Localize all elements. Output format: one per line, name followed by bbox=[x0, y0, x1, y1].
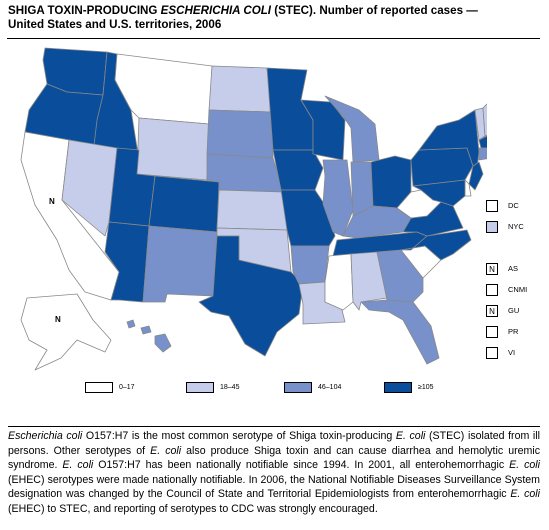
caption-s9: E. coli bbox=[509, 459, 540, 472]
territory-label-pr: PR bbox=[508, 327, 519, 336]
caption-s6: also produce Shiga toxin and can cause d… bbox=[8, 444, 540, 472]
state-NM bbox=[142, 225, 218, 303]
territory-box-pr bbox=[486, 326, 498, 338]
figure-title: SHIGA TOXIN-PRODUCING ESCHERICHIA COLI (… bbox=[8, 4, 538, 32]
territory-label-vi: VI bbox=[508, 348, 516, 357]
caption-s11: E. coli bbox=[510, 488, 540, 501]
state-CO bbox=[148, 175, 220, 233]
figure-frame bbox=[7, 38, 540, 423]
state-TX bbox=[198, 235, 304, 357]
state-IA bbox=[272, 149, 324, 191]
legend-label-1: 0–17 bbox=[119, 384, 135, 391]
state-MD bbox=[412, 179, 466, 207]
territory-nyc: NYC bbox=[486, 221, 549, 235]
territory-gu: N GU bbox=[486, 305, 549, 319]
state-NV bbox=[61, 139, 118, 237]
territory-vi: VI bbox=[486, 347, 549, 361]
territory-label-gu: GU bbox=[508, 306, 520, 315]
legend-swatch-4 bbox=[384, 382, 412, 393]
territory-box-dc bbox=[486, 200, 498, 212]
territory-box-gu: N bbox=[486, 305, 498, 317]
state-MA bbox=[478, 135, 487, 149]
territory-box-as: N bbox=[486, 263, 498, 275]
caption-s2: O157:H7 is the most common serotype of S… bbox=[82, 430, 396, 442]
territory-cnmi: CNMI bbox=[486, 284, 549, 298]
state-KS bbox=[216, 189, 288, 231]
state-MO bbox=[280, 189, 336, 247]
caption-s5: E. coli bbox=[150, 444, 182, 457]
state-MS bbox=[324, 253, 354, 311]
caption-s1: Escherichia coli bbox=[8, 430, 83, 442]
legend-label-3: 46–104 bbox=[318, 384, 342, 391]
figure-caption: Escherichia coli O157:H7 is the most com… bbox=[8, 426, 540, 517]
legend-swatch-3 bbox=[284, 382, 312, 393]
state-ND bbox=[208, 65, 272, 113]
territory-as: N AS bbox=[486, 263, 549, 277]
state-NC bbox=[400, 229, 472, 261]
caption-s7: E. coli bbox=[62, 459, 94, 472]
territory-label-cnmi: CNMI bbox=[508, 285, 528, 294]
territory-box-vi bbox=[486, 347, 498, 359]
title-line2: United States and U.S. territories, 2006 bbox=[8, 18, 222, 31]
state-NJ bbox=[468, 161, 484, 191]
caption-s4: (STEC) isolated from ill persons. Other … bbox=[8, 430, 540, 457]
state-IL bbox=[322, 159, 354, 237]
state-FL bbox=[360, 299, 440, 365]
legend-label-2: 18–45 bbox=[220, 384, 240, 391]
caption-s10: (EHEC) serotypes were made nationally no… bbox=[8, 473, 540, 501]
title-part2: (STEC). Number of reported cases — bbox=[271, 4, 478, 17]
map-mark-california: N bbox=[49, 197, 55, 206]
territory-pr: PR bbox=[486, 326, 549, 340]
state-WY bbox=[136, 117, 210, 181]
territory-dc: DC bbox=[486, 200, 549, 214]
state-AR bbox=[290, 245, 330, 285]
caption-s3: E. coli bbox=[395, 430, 426, 442]
us-map: N N N bbox=[20, 47, 487, 371]
map-mark-alaska: N bbox=[55, 315, 61, 324]
territory-box-nyc bbox=[486, 221, 498, 233]
state-AK bbox=[20, 293, 112, 371]
caption-s8: O157:H7 has been nationally notifiable s… bbox=[93, 459, 510, 472]
caption-s12: (EHEC) to STEC, and reporting of serotyp… bbox=[8, 502, 378, 515]
state-NH bbox=[482, 103, 487, 137]
state-MI bbox=[324, 95, 380, 163]
state-HI bbox=[126, 319, 172, 353]
territory-label-dc: DC bbox=[508, 201, 519, 210]
territory-label-as: AS bbox=[508, 264, 519, 273]
territory-box-cnmi bbox=[486, 284, 498, 296]
state-CT bbox=[478, 147, 487, 161]
legend-swatch-1 bbox=[85, 382, 113, 393]
territory-label-nyc: NYC bbox=[508, 222, 524, 231]
state-SD bbox=[206, 109, 274, 159]
legend-swatch-2 bbox=[186, 382, 214, 393]
legend-label-4: ≥105 bbox=[418, 384, 434, 391]
title-italic: ESCHERICHIA COLI bbox=[160, 4, 272, 17]
title-part1: SHIGA TOXIN-PRODUCING bbox=[8, 4, 161, 17]
